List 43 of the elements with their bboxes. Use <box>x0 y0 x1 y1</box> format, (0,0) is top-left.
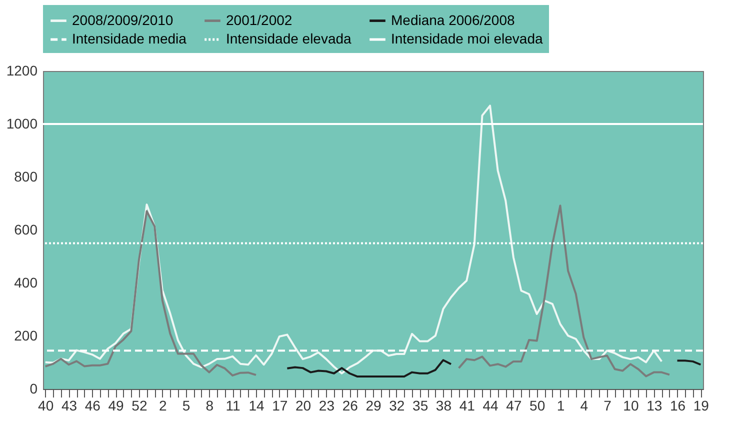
legend-label: 2001/2002 <box>226 12 292 28</box>
y-tick-label: 400 <box>14 274 38 290</box>
x-tick-label: 29 <box>366 398 382 414</box>
x-tick-label: 14 <box>248 398 264 414</box>
legend-label: Mediana 2006/2008 <box>391 12 515 28</box>
x-tick-label: 52 <box>132 398 148 414</box>
x-tick-label: 50 <box>530 398 546 414</box>
line-series <box>44 104 663 374</box>
x-tick-label: 41 <box>459 398 476 414</box>
x-tick-label: 8 <box>206 398 214 414</box>
x-tick-label: 35 <box>412 398 428 414</box>
x-tick-label: 5 <box>182 398 190 414</box>
x-tick-label: 43 <box>61 398 78 414</box>
x-tick-label: 44 <box>482 398 499 414</box>
y-tick-label: 1200 <box>6 62 38 78</box>
x-tick-label: 26 <box>342 398 358 414</box>
y-tick-label: 0 <box>30 380 38 396</box>
legend-label: 2008/2009/2010 <box>72 12 174 28</box>
x-tick-label: 47 <box>506 398 522 414</box>
y-tick-label: 200 <box>14 328 38 344</box>
legend-label: Intensidade moi elevada <box>391 30 543 46</box>
x-tick-label: 4 <box>580 398 588 414</box>
x-tick-label: 17 <box>272 398 288 414</box>
y-tick-label: 1000 <box>6 116 38 132</box>
x-tick-label: 2 <box>158 398 167 414</box>
x-tick-label: 19 <box>693 398 710 414</box>
x-tick-label: 7 <box>604 398 612 414</box>
y-tick-label: 600 <box>14 222 38 238</box>
x-tick-label: 49 <box>108 398 124 414</box>
legend-label: Intensidade media <box>72 30 187 46</box>
x-tick-label: 23 <box>318 398 335 414</box>
x-tick-label: 16 <box>670 398 686 414</box>
x-tick-label: 46 <box>84 398 101 414</box>
x-tick-label: 38 <box>436 398 452 414</box>
y-tick-label: 800 <box>14 168 38 184</box>
x-tick-label: 13 <box>646 398 662 414</box>
x-tick-label: 11 <box>226 398 241 414</box>
legend-label: Intensidade elevada <box>226 30 352 46</box>
x-tick-label: 1 <box>556 398 565 414</box>
x-tick-label: 32 <box>389 398 405 414</box>
x-tick-label: 20 <box>296 398 312 414</box>
x-tick-label: 40 <box>38 398 54 414</box>
x-tick-label: 10 <box>623 398 639 414</box>
